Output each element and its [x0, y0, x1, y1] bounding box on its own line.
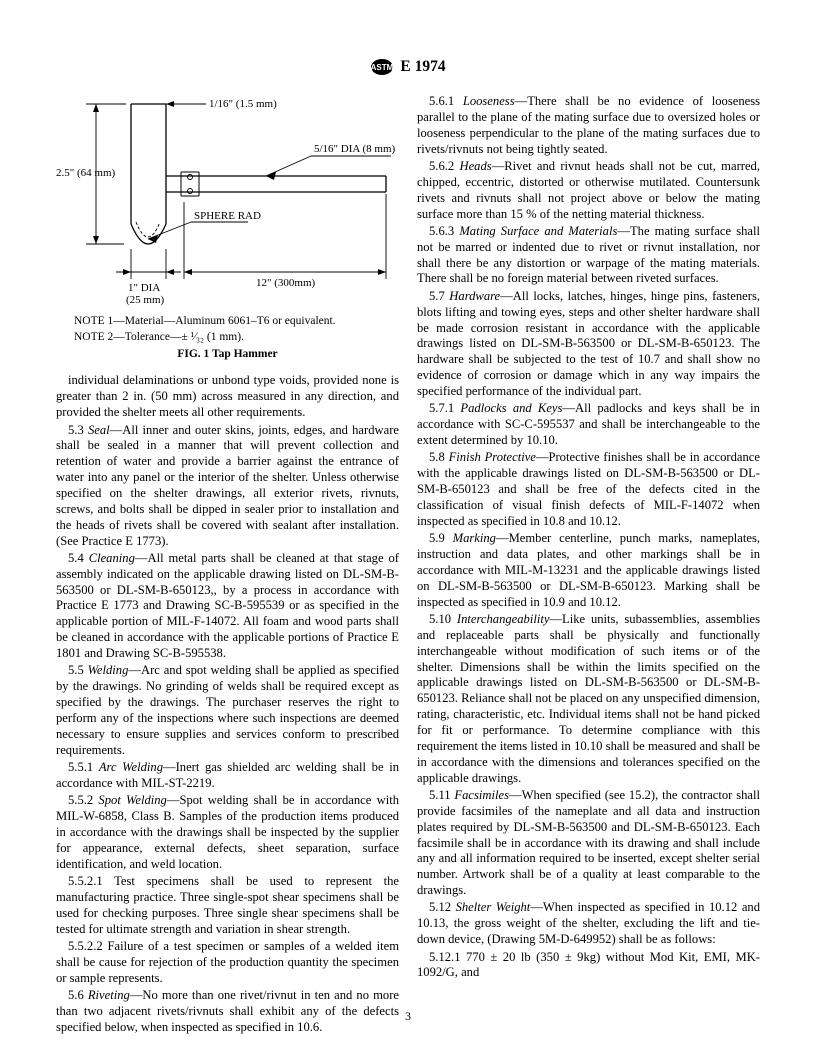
designation: E 1974	[400, 58, 445, 76]
para-5-5-2-1: 5.5.2.1 Test specimens shall be used to …	[56, 874, 399, 937]
dim-5-16: 5/16" DIA (8 mm)	[314, 143, 396, 155]
para-5-12-1: 5.12.1 770 ± 20 lb (350 ± 9kg) without M…	[417, 950, 760, 982]
para-5-6-2: 5.6.2 Heads—Rivet and rivnut heads shall…	[417, 159, 760, 222]
para-5-11: 5.11 Facsimiles—When specified (see 15.2…	[417, 788, 760, 899]
page-number: 3	[0, 1009, 816, 1024]
figure-caption: FIG. 1 Tap Hammer	[56, 347, 399, 361]
para-5-8: 5.8 Finish Protective—Protective finishe…	[417, 450, 760, 529]
dim-25mm: (25 mm)	[126, 294, 165, 306]
para-5-7: 5.7 Hardware—All locks, latches, hinges,…	[417, 289, 760, 400]
dim-2-5: 2.5" (64 mm)	[56, 167, 116, 179]
dim-12: 12" (300mm)	[256, 277, 316, 289]
para-5-9: 5.9 Marking—Member centerline, punch mar…	[417, 531, 760, 610]
para-5-5-1: 5.5.1 Arc Welding—Inert gas shielded arc…	[56, 760, 399, 792]
figure-note-1: NOTE 1—Material—Aluminum 6061–T6 or equi…	[74, 314, 399, 328]
tap-hammer-diagram: 1/16" (1.5 mm) 5/16" DIA (8 mm) 2.5" (64…	[56, 94, 399, 312]
astm-logo-icon: ASTM	[370, 58, 394, 76]
svg-text:ASTM: ASTM	[371, 63, 394, 72]
para-5-7-1: 5.7.1 Padlocks and Keys—All padlocks and…	[417, 401, 760, 449]
figure-note-2: NOTE 2—Tolerance—± ¹⁄₃₂ (1 mm).	[74, 330, 399, 344]
para-5-6-1: 5.6.1 Looseness—There shall be no eviden…	[417, 94, 760, 157]
sphere-rad-label: SPHERE RAD	[194, 210, 261, 222]
tap-hammer-figure: 1/16" (1.5 mm) 5/16" DIA (8 mm) 2.5" (64…	[56, 94, 399, 312]
para-intro: individual delaminations or unbond type …	[56, 373, 399, 421]
para-5-3: 5.3 Seal—All inner and outer skins, join…	[56, 423, 399, 550]
page-header: ASTM E 1974	[56, 58, 760, 76]
para-5-10: 5.10 Interchangeability—Like units, suba…	[417, 612, 760, 786]
left-column: 1/16" (1.5 mm) 5/16" DIA (8 mm) 2.5" (64…	[56, 94, 399, 1037]
right-column: 5.6.1 Looseness—There shall be no eviden…	[417, 94, 760, 1037]
para-5-5-2-2: 5.5.2.2 Failure of a test specimen or sa…	[56, 939, 399, 987]
para-5-6-3: 5.6.3 Mating Surface and Materials—The m…	[417, 224, 760, 287]
dim-1-16: 1/16" (1.5 mm)	[209, 98, 277, 110]
dim-1-dia: 1" DIA	[128, 282, 160, 294]
para-5-12: 5.12 Shelter Weight—When inspected as sp…	[417, 900, 760, 948]
para-5-5: 5.5 Welding—Arc and spot welding shall b…	[56, 663, 399, 758]
para-5-4: 5.4 Cleaning—All metal parts shall be cl…	[56, 551, 399, 662]
para-5-5-2: 5.5.2 Spot Welding—Spot welding shall be…	[56, 793, 399, 872]
